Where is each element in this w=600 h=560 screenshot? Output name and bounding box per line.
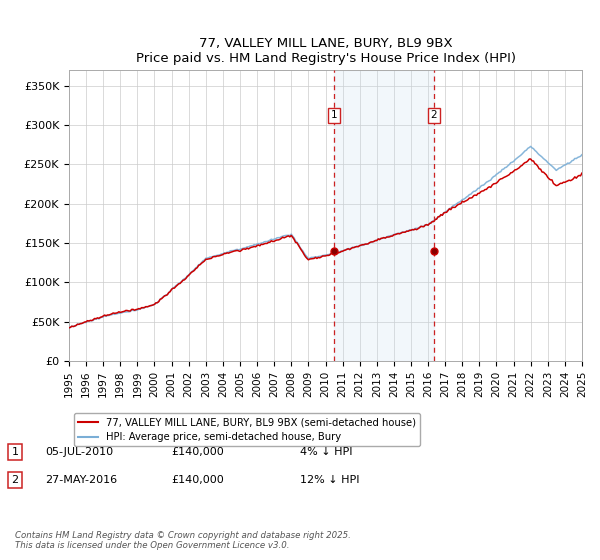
- Text: 1: 1: [11, 447, 19, 457]
- Text: 12% ↓ HPI: 12% ↓ HPI: [300, 475, 359, 485]
- Text: Contains HM Land Registry data © Crown copyright and database right 2025.
This d: Contains HM Land Registry data © Crown c…: [15, 530, 351, 550]
- Bar: [334, 70, 434, 361]
- Legend: 77, VALLEY MILL LANE, BURY, BL9 9BX (semi-detached house), HPI: Average price, s: 77, VALLEY MILL LANE, BURY, BL9 9BX (sem…: [74, 413, 420, 446]
- Text: 05-JUL-2010: 05-JUL-2010: [45, 447, 113, 457]
- Text: 27-MAY-2016: 27-MAY-2016: [45, 475, 117, 485]
- Text: 2: 2: [430, 110, 437, 120]
- Text: 2: 2: [11, 475, 19, 485]
- Title: 77, VALLEY MILL LANE, BURY, BL9 9BX
Price paid vs. HM Land Registry's House Pric: 77, VALLEY MILL LANE, BURY, BL9 9BX Pric…: [136, 36, 515, 64]
- Text: £140,000: £140,000: [171, 447, 224, 457]
- Text: £140,000: £140,000: [171, 475, 224, 485]
- Text: 1: 1: [331, 110, 337, 120]
- Text: 4% ↓ HPI: 4% ↓ HPI: [300, 447, 353, 457]
